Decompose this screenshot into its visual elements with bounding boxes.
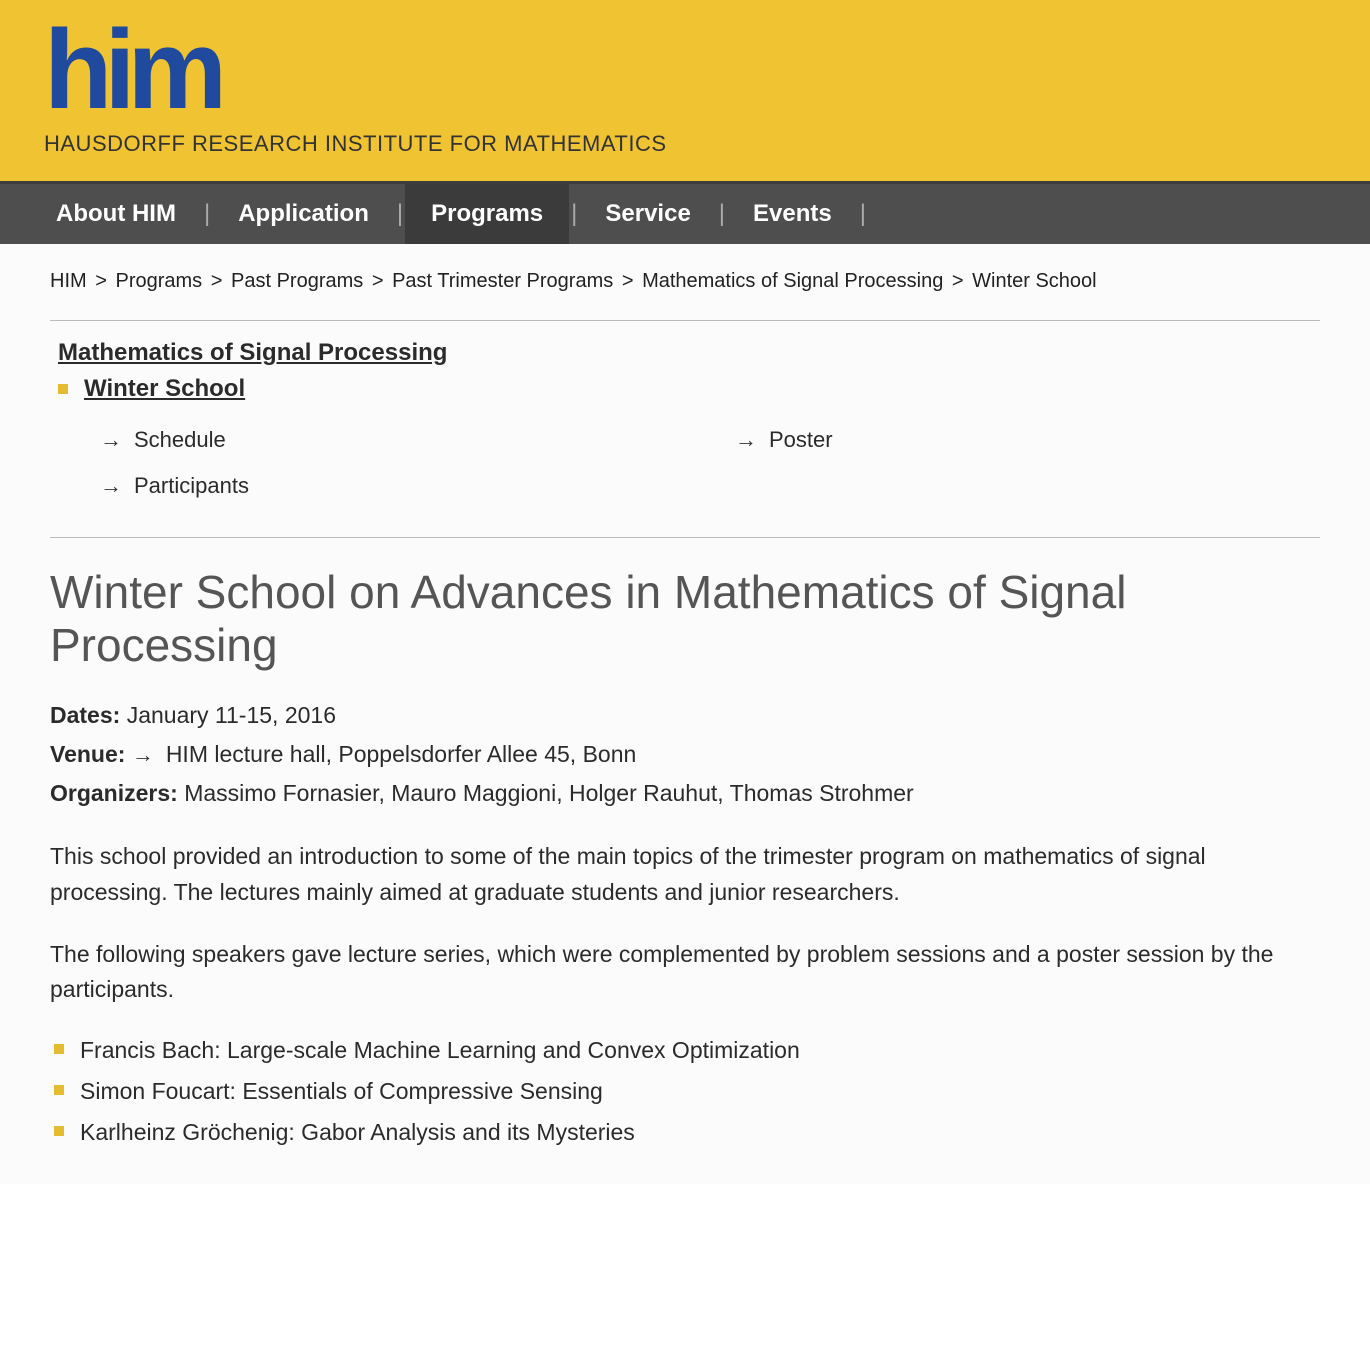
nav-programs[interactable]: Programs <box>405 184 569 244</box>
content: HIM > Programs > Past Programs > Past Tr… <box>0 244 1370 1184</box>
sublinks: → Schedule → Poster → Participants <box>50 427 1320 519</box>
breadcrumb-link[interactable]: Past Trimester Programs <box>392 270 613 292</box>
sublink-label: Poster <box>769 427 833 453</box>
nav-about[interactable]: About HIM <box>30 184 202 244</box>
breadcrumb: HIM > Programs > Past Programs > Past Tr… <box>50 266 1320 296</box>
nav-separator: | <box>395 184 405 244</box>
list-item: Karlheinz Gröchenig: Gabor Analysis and … <box>54 1114 1320 1151</box>
current-page-row: Winter School <box>58 375 1320 403</box>
breadcrumb-sep: > <box>622 270 634 292</box>
breadcrumb-link[interactable]: Past Programs <box>231 270 363 292</box>
list-item: Simon Foucart: Essentials of Compressive… <box>54 1073 1320 1110</box>
divider <box>50 320 1320 321</box>
breadcrumb-sep: > <box>372 270 384 292</box>
speaker-list: Francis Bach: Large-scale Machine Learni… <box>50 1032 1320 1150</box>
speaker-text: Simon Foucart: Essentials of Compressive… <box>80 1073 603 1110</box>
nav-separator: | <box>569 184 579 244</box>
meta-venue: Venue: → HIM lecture hall, Poppelsdorfer… <box>50 735 1320 774</box>
nav-separator: | <box>717 184 727 244</box>
sublink-label: Participants <box>134 473 249 499</box>
arrow-icon: → <box>100 473 120 499</box>
breadcrumb-current: Winter School <box>972 270 1097 292</box>
speaker-text: Francis Bach: Large-scale Machine Learni… <box>80 1032 800 1069</box>
meta-value: January 11-15, 2016 <box>127 702 336 728</box>
body-para: This school provided an introduction to … <box>50 839 1320 910</box>
bullet-icon <box>54 1126 64 1136</box>
breadcrumb-link[interactable]: Programs <box>115 270 202 292</box>
nav-separator: | <box>858 184 868 244</box>
logo-subtitle: HAUSDORFF RESEARCH INSTITUTE FOR MATHEMA… <box>44 131 1326 157</box>
nav-application[interactable]: Application <box>212 184 395 244</box>
nav-service[interactable]: Service <box>579 184 716 244</box>
page-title: Winter School on Advances in Mathematics… <box>50 566 1320 672</box>
sublink-schedule[interactable]: → Schedule <box>100 427 685 453</box>
main-nav: About HIM | Application | Programs | Ser… <box>0 181 1370 244</box>
meta-dates: Dates: January 11-15, 2016 <box>50 696 1320 735</box>
bullet-icon <box>58 384 68 394</box>
arrow-icon: → <box>735 427 755 453</box>
breadcrumb-sep: > <box>952 270 964 292</box>
current-page-link[interactable]: Winter School <box>84 375 245 403</box>
logo[interactable]: him <box>44 22 1326 117</box>
arrow-icon: → <box>100 427 120 453</box>
divider <box>50 537 1320 538</box>
meta-label: Organizers: <box>50 780 178 806</box>
meta-organizers: Organizers: Massimo Fornasier, Mauro Mag… <box>50 774 1320 813</box>
meta-label: Venue: <box>50 741 125 767</box>
list-item: Francis Bach: Large-scale Machine Learni… <box>54 1032 1320 1069</box>
sublink-poster[interactable]: → Poster <box>735 427 1320 453</box>
breadcrumb-sep: > <box>95 270 107 292</box>
section-title-link[interactable]: Mathematics of Signal Processing <box>58 339 1320 367</box>
meta-value: Massimo Fornasier, Mauro Maggioni, Holge… <box>184 780 914 806</box>
nav-events[interactable]: Events <box>727 184 858 244</box>
nav-separator: | <box>202 184 212 244</box>
header: him HAUSDORFF RESEARCH INSTITUTE FOR MAT… <box>0 0 1370 181</box>
sublink-label: Schedule <box>134 427 226 453</box>
bullet-icon <box>54 1085 64 1095</box>
meta-label: Dates: <box>50 702 120 728</box>
speaker-text: Karlheinz Gröchenig: Gabor Analysis and … <box>80 1114 635 1151</box>
sublink-participants[interactable]: → Participants <box>100 473 685 499</box>
arrow-icon: → <box>132 736 152 773</box>
breadcrumb-sep: > <box>211 270 223 292</box>
breadcrumb-link[interactable]: HIM <box>50 270 87 292</box>
venue-link[interactable]: → HIM lecture hall, Poppelsdorfer Allee … <box>132 735 637 774</box>
breadcrumb-link[interactable]: Mathematics of Signal Processing <box>642 270 943 292</box>
body-para: The following speakers gave lecture seri… <box>50 937 1320 1008</box>
venue-text: HIM lecture hall, Poppelsdorfer Allee 45… <box>166 735 637 774</box>
bullet-icon <box>54 1044 64 1054</box>
